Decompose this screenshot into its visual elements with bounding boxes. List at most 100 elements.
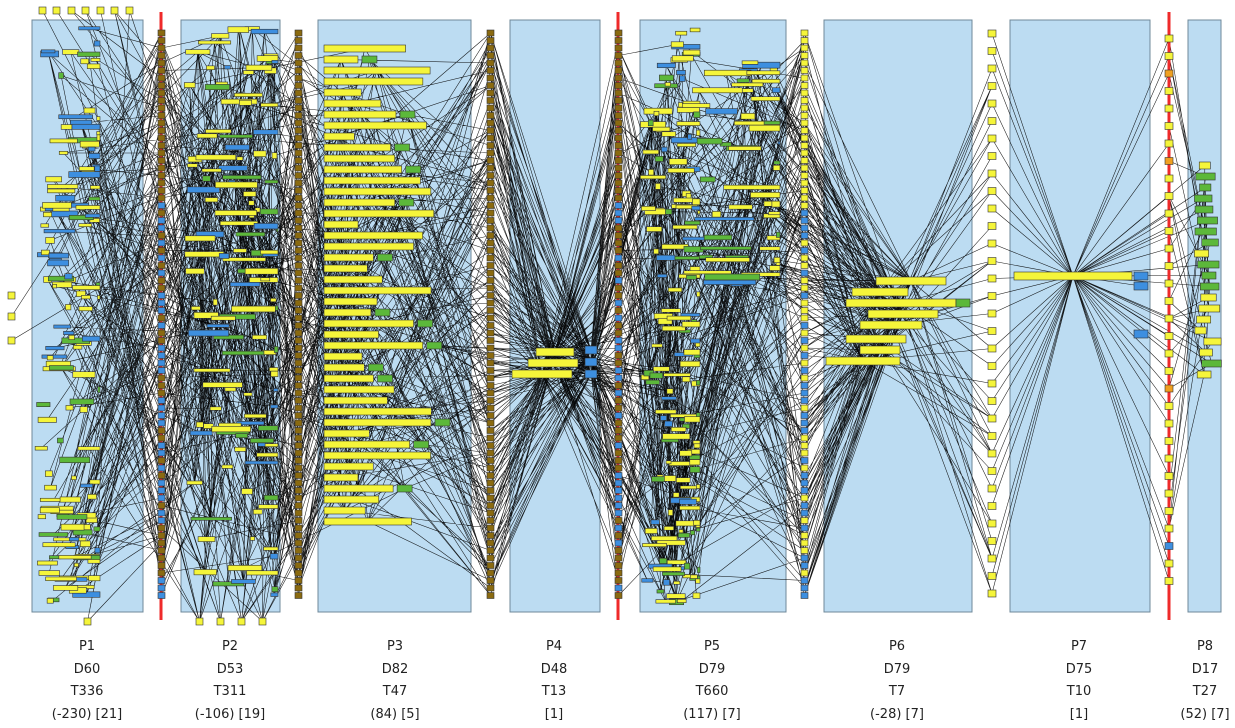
p2-bar bbox=[211, 33, 230, 39]
p1-p2-connector-node bbox=[157, 479, 166, 487]
p5-p6-connector-node bbox=[800, 202, 809, 209]
p2-p3-connector-node bbox=[294, 307, 303, 314]
p5-p6-connector-node bbox=[800, 367, 809, 374]
p5-bar bbox=[711, 211, 722, 218]
p1-bar bbox=[73, 344, 83, 350]
p4-p5-connector-node bbox=[614, 247, 623, 254]
p5-p6-connector-node bbox=[800, 464, 809, 472]
p5-bar bbox=[655, 409, 677, 414]
top-input-node bbox=[81, 6, 90, 15]
p4-p5-connector-node bbox=[614, 127, 623, 134]
p1-bar bbox=[45, 176, 62, 183]
p5-p6-connector-node bbox=[800, 397, 809, 404]
p3-p4-connector-node bbox=[486, 487, 495, 494]
p1-p2-connector-node bbox=[157, 59, 166, 67]
panel-t-value: T336 bbox=[70, 684, 104, 699]
p5-bar bbox=[656, 540, 686, 546]
p1-bar bbox=[97, 295, 101, 300]
p2-bar bbox=[244, 267, 279, 275]
p4-p5-connector-node bbox=[614, 224, 623, 232]
p1-bar bbox=[47, 188, 76, 194]
p4-p5-connector-node bbox=[614, 232, 623, 239]
panel-extra: (84) [5] bbox=[370, 706, 420, 722]
p5-bar bbox=[670, 426, 687, 432]
p4-p5-connector-node bbox=[614, 172, 623, 179]
p7-p8-connector-node bbox=[1164, 104, 1174, 113]
p3-bar bbox=[323, 198, 396, 207]
p3-p4-connector-node bbox=[486, 517, 495, 524]
p1-p2-connector-node bbox=[157, 322, 166, 329]
p2-bar bbox=[190, 516, 232, 521]
p8-bar bbox=[1196, 315, 1212, 324]
p8-bar bbox=[1201, 238, 1219, 247]
p2-bar bbox=[260, 277, 271, 282]
p3-bar bbox=[323, 66, 431, 75]
p2-bar bbox=[236, 156, 244, 161]
p2-p3-connector-node bbox=[294, 419, 303, 427]
p2-bar bbox=[214, 210, 257, 216]
p5-bar bbox=[673, 580, 681, 585]
p2-p3-connector-node bbox=[294, 389, 303, 397]
panel-label-p1: P1 D60 T336 (-230) [21] bbox=[27, 636, 147, 726]
p2-bar bbox=[270, 298, 277, 303]
p1-bar bbox=[64, 273, 73, 280]
edge-bundle-12 bbox=[991, 33, 1074, 594]
p1-bar bbox=[60, 523, 85, 531]
p5-bar bbox=[668, 158, 688, 165]
p7-p8-connector-node bbox=[1164, 402, 1174, 410]
p5-p6-connector-node bbox=[800, 502, 809, 509]
p2-p3-connector-node bbox=[294, 202, 303, 209]
p1-p2-connector-node bbox=[157, 217, 166, 224]
p5-p6-connector-node bbox=[800, 577, 809, 584]
p1-p2-connector-node bbox=[157, 164, 166, 172]
p1-bar bbox=[87, 494, 97, 500]
graph-nodes bbox=[7, 6, 1222, 626]
p2-bar bbox=[193, 368, 231, 373]
p8-bar bbox=[1194, 194, 1213, 203]
p4-p5-connector-node bbox=[614, 284, 623, 292]
p2-bar bbox=[205, 129, 232, 134]
p1-bar bbox=[65, 304, 72, 311]
p1-p2-connector-node bbox=[157, 97, 166, 104]
p2-bar bbox=[241, 488, 253, 495]
panel-name: P6 bbox=[888, 639, 906, 654]
p1-p2-connector-node bbox=[157, 277, 166, 284]
p1-bar bbox=[90, 57, 101, 62]
p6-p7-connector-node bbox=[987, 379, 997, 388]
p1-p2-connector-node bbox=[157, 337, 166, 344]
p8-bar bbox=[1199, 183, 1212, 192]
p4-p5-connector-node bbox=[614, 532, 623, 539]
p4-bar bbox=[511, 369, 573, 379]
p3-p4-connector-node bbox=[486, 247, 495, 254]
p4-p5-connector-node bbox=[614, 104, 623, 112]
p3-p4-connector-node bbox=[486, 89, 495, 97]
p3-p4-connector-node bbox=[486, 104, 495, 112]
p3-bar bbox=[323, 242, 414, 251]
p2-p3-connector-node bbox=[294, 427, 303, 434]
p5-p6-connector-node bbox=[800, 374, 809, 382]
p1-p2-connector-node bbox=[157, 134, 166, 142]
p6-p7-connector-node bbox=[987, 467, 997, 475]
p5-bar bbox=[748, 124, 781, 132]
p5-bar bbox=[705, 257, 750, 263]
p1-bar bbox=[46, 355, 54, 361]
p2-bar bbox=[233, 248, 247, 253]
p3-p4-connector-node bbox=[486, 367, 495, 374]
p2-bar bbox=[193, 569, 217, 576]
p6-p7-connector-node bbox=[987, 29, 997, 38]
p5-p6-connector-node bbox=[800, 164, 809, 172]
p2-p3-connector-node bbox=[294, 592, 303, 599]
p8-bar bbox=[1198, 161, 1211, 170]
p1-bar bbox=[83, 107, 96, 114]
p5-bar bbox=[656, 254, 676, 261]
p3-p4-connector-node bbox=[486, 374, 495, 382]
p5-p6-connector-node bbox=[800, 217, 809, 224]
p2-p3-connector-node bbox=[294, 404, 303, 412]
p4-p5-connector-node bbox=[614, 277, 623, 284]
p6-bar bbox=[867, 309, 939, 319]
p1-bar bbox=[86, 63, 101, 69]
p1-p2-connector-node bbox=[157, 404, 166, 412]
p4-p5-connector-node bbox=[614, 404, 623, 412]
p4-p5-connector-node bbox=[614, 202, 623, 209]
p2-p3-connector-node bbox=[294, 554, 303, 562]
